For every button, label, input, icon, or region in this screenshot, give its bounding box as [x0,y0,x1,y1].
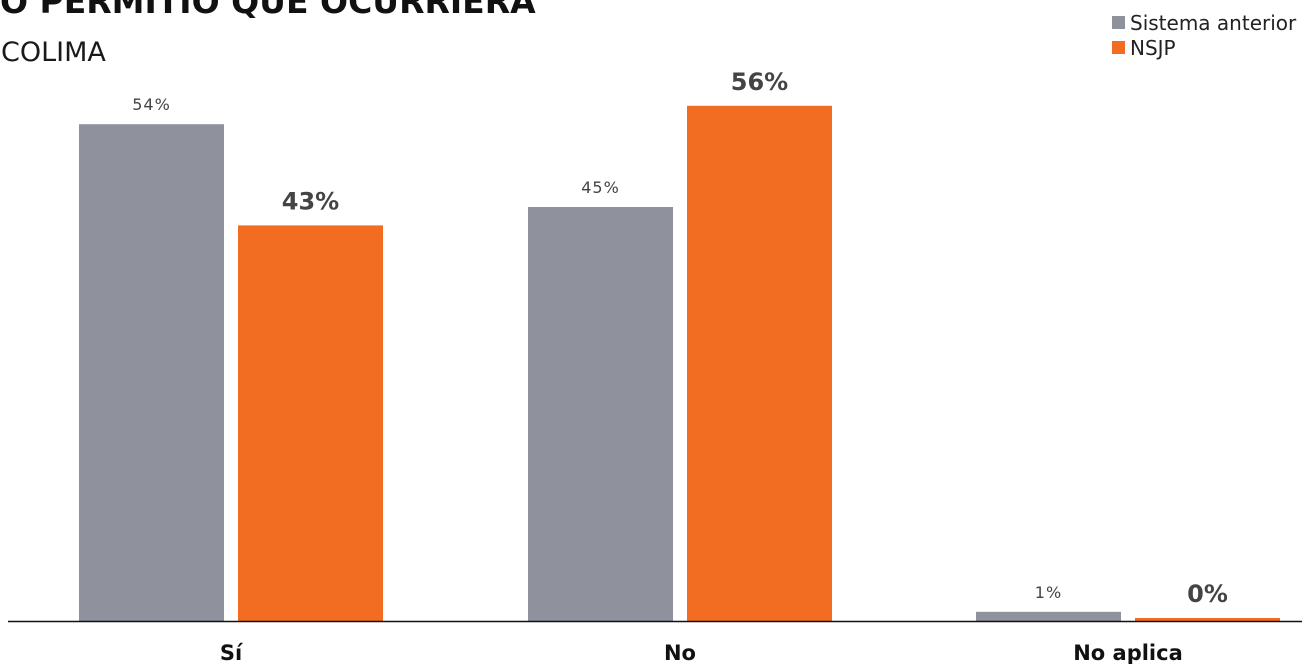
data-label-no-nsjp: 56% [731,68,788,96]
data-label-si-nsjp: 43% [282,187,339,215]
legend: Sistema anterior NSJP [1112,10,1296,60]
data-label-no-aplica-sistema-anterior: 1% [1035,583,1062,602]
data-label-si-sistema-anterior: 54% [132,95,171,114]
chart-title: O PERMITIÓ QUE OCURRIERA [0,0,536,21]
legend-swatch-nsjp [1112,41,1125,54]
legend-item-nsjp: NSJP [1112,35,1296,60]
bar-no-aplica-nsjp [1135,618,1280,621]
bar-no-aplica-sistema-anterior [976,611,1121,621]
category-label-no: No [664,641,696,664]
chart-subtitle: COLIMA [1,37,106,68]
legend-swatch-sistema-anterior [1112,16,1125,29]
legend-label-nsjp: NSJP [1130,35,1176,60]
data-label-no-aplica-nsjp: 0% [1187,580,1228,608]
legend-item-sistema-anterior: Sistema anterior [1112,10,1296,35]
bar-no-nsjp [687,105,832,622]
category-label-si: Sí [220,641,244,664]
bar-si-nsjp [238,225,383,621]
data-label-no-sistema-anterior: 45% [581,178,620,197]
category-label-no-aplica: No aplica [1073,641,1183,664]
bar-no-sistema-anterior [528,207,673,621]
bar-si-sistema-anterior [79,124,224,621]
legend-label-sistema-anterior: Sistema anterior [1130,10,1297,35]
